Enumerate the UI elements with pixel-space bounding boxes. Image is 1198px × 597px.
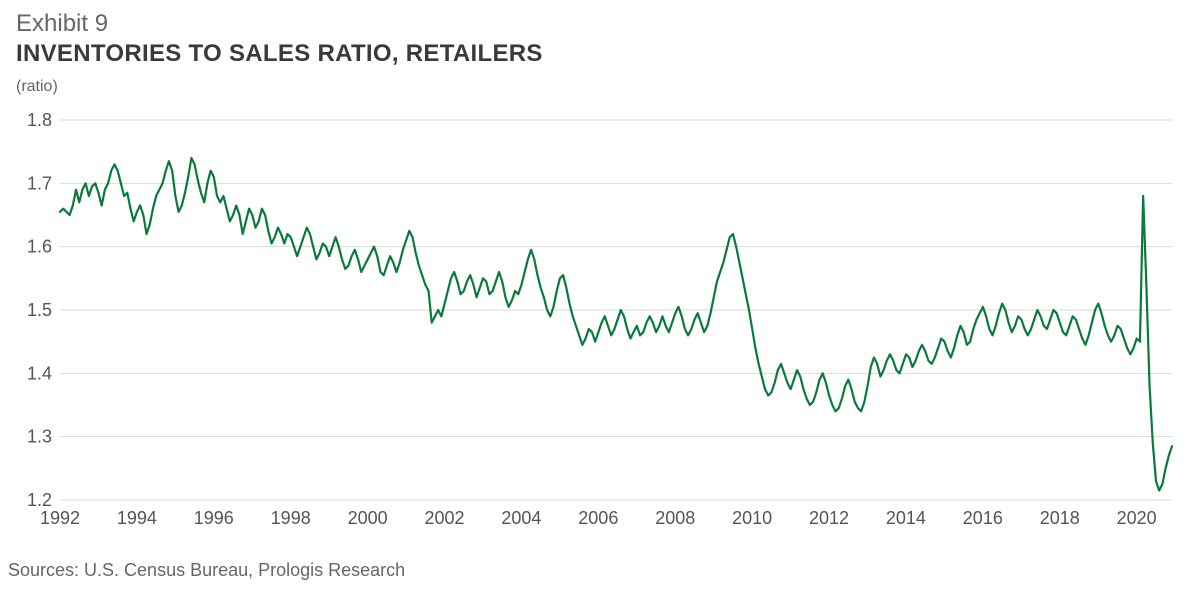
y-axis-unit: (ratio): [16, 78, 58, 96]
x-tick-label: 1998: [271, 508, 311, 528]
chart-container: Exhibit 9 INVENTORIES TO SALES RATIO, RE…: [0, 0, 1198, 597]
y-tick-label: 1.5: [27, 300, 52, 320]
x-tick-label: 2012: [809, 508, 849, 528]
x-tick-label: 2010: [732, 508, 772, 528]
y-tick-label: 1.2: [27, 490, 52, 510]
x-tick-label: 1994: [117, 508, 157, 528]
y-tick-label: 1.3: [27, 427, 52, 447]
exhibit-label: Exhibit 9: [16, 10, 108, 38]
x-tick-label: 2016: [963, 508, 1003, 528]
x-tick-label: 1996: [194, 508, 234, 528]
x-tick-label: 2020: [1117, 508, 1157, 528]
x-tick-label: 2004: [501, 508, 541, 528]
y-tick-label: 1.4: [27, 363, 52, 383]
x-tick-label: 2014: [886, 508, 926, 528]
y-tick-label: 1.6: [27, 237, 52, 257]
line-chart-svg: 1.2 1.3 1.4 1.5 1.6 1.7 1.8 1992 1994 1996 1998 200…: [16, 100, 1182, 530]
x-tick-label: 1992: [40, 508, 80, 528]
plot-area: 1.2 1.3 1.4 1.5 1.6 1.7 1.8 1992 1994 1996 1998 200…: [16, 100, 1182, 530]
x-tick-label: 2018: [1040, 508, 1080, 528]
sources-text: Sources: U.S. Census Bureau, Prologis Re…: [8, 560, 405, 581]
y-tick-label: 1.8: [27, 110, 52, 130]
x-tick-label: 2008: [655, 508, 695, 528]
data-line: [60, 158, 1172, 491]
y-tick-label: 1.7: [27, 173, 52, 193]
x-tick-label: 2002: [424, 508, 464, 528]
x-tick-label: 2000: [348, 508, 388, 528]
x-tick-label: 2006: [578, 508, 618, 528]
chart-title: INVENTORIES TO SALES RATIO, RETAILERS: [16, 40, 543, 68]
